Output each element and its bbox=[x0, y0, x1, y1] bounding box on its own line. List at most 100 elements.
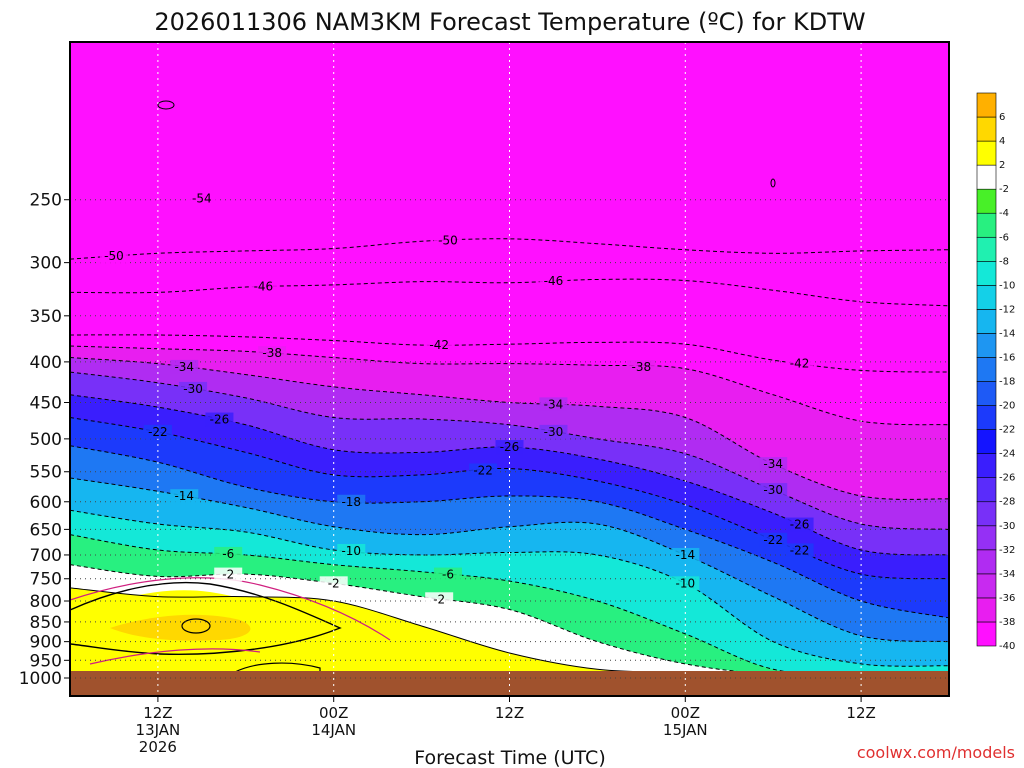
colorbar-segment bbox=[976, 92, 997, 118]
contour-label-background bbox=[170, 359, 199, 374]
contour-label-background bbox=[539, 274, 568, 289]
contour-label-background bbox=[179, 381, 208, 396]
colorbar-segment bbox=[976, 212, 997, 238]
contour-label: -46 bbox=[249, 279, 278, 294]
contour-label: -14 bbox=[170, 489, 199, 504]
colorbar-label: 2 bbox=[999, 160, 1005, 171]
contour-label: -34 bbox=[539, 397, 568, 412]
contour-label-background bbox=[425, 592, 454, 607]
colorbar-label: -16 bbox=[999, 352, 1015, 363]
contour-label-background bbox=[319, 576, 348, 591]
contour-label: -2 bbox=[425, 592, 454, 607]
colorbar-segment bbox=[976, 164, 997, 190]
contour-label-text: -42 bbox=[429, 338, 449, 352]
contour-label-background bbox=[187, 191, 216, 206]
closed-contour bbox=[770, 178, 776, 188]
colorbar-segment bbox=[976, 453, 997, 478]
contour-label-text: -10 bbox=[675, 576, 695, 590]
colorbar-label: -26 bbox=[999, 473, 1015, 484]
y-tick-label: 250 bbox=[30, 191, 62, 211]
warm-layer-core-band bbox=[110, 614, 251, 641]
contour-label-text: -46 bbox=[254, 280, 274, 294]
contour-label: -14 bbox=[671, 547, 700, 562]
contour-label-background bbox=[759, 483, 788, 498]
y-tick-label: 500 bbox=[30, 430, 62, 450]
contour-label-background bbox=[170, 489, 199, 504]
x-tick-label: 2026 bbox=[139, 738, 177, 756]
contour-label: -22 bbox=[469, 463, 498, 478]
colorbar-label: -32 bbox=[999, 545, 1015, 556]
contour-label-background bbox=[214, 546, 243, 561]
credit-text: coolwx.com/models bbox=[857, 743, 1015, 762]
contour-label: -22 bbox=[759, 532, 788, 547]
contour-label-text: -38 bbox=[632, 360, 652, 374]
contour-label-text: -54 bbox=[192, 191, 212, 205]
plot-area: -54 -50 -50 -46 -46 -42 -42 -38 -38 -34 -34 -34 -30 -… bbox=[70, 42, 949, 696]
contour-label-background bbox=[205, 412, 234, 427]
closed-contour bbox=[157, 100, 175, 110]
contour-label-background bbox=[249, 279, 278, 294]
contour-label-text: -26 bbox=[790, 518, 810, 532]
contour-label: -26 bbox=[205, 412, 234, 427]
contour-label: -2 bbox=[214, 567, 243, 582]
colorbar-segment bbox=[976, 573, 997, 599]
colorbar-label: -6 bbox=[999, 232, 1009, 243]
contour-label-background bbox=[539, 397, 568, 412]
contour-label-text: -50 bbox=[438, 234, 458, 248]
x-tick-label: 14JAN bbox=[311, 721, 356, 739]
y-tick-label: 650 bbox=[30, 520, 62, 540]
wetbulb-line bbox=[89, 648, 261, 665]
contour-label-background bbox=[759, 532, 788, 547]
contour-label-background bbox=[214, 567, 243, 582]
contour-label: -6 bbox=[433, 567, 462, 582]
contour-label-background bbox=[671, 576, 700, 591]
y-axis: 2503003504004505005506006507007508008509… bbox=[19, 191, 70, 689]
colorbar-segment bbox=[976, 333, 997, 358]
colorbar-segment bbox=[976, 309, 997, 334]
colorbar-label: -2 bbox=[999, 184, 1009, 195]
contour-label-background bbox=[759, 457, 788, 472]
y-tick-label: 300 bbox=[30, 254, 62, 274]
contour-label: -42 bbox=[785, 356, 814, 371]
contour-label-text: -30 bbox=[544, 425, 564, 439]
colorbar-segment bbox=[976, 357, 997, 382]
colorbar-label: -12 bbox=[999, 304, 1015, 315]
y-tick-label: 800 bbox=[30, 592, 62, 612]
contour-label-background bbox=[785, 543, 814, 558]
contour-label-text: -14 bbox=[675, 548, 695, 562]
freezing-line bbox=[70, 581, 342, 655]
contour-label-text: -42 bbox=[790, 356, 810, 370]
colorbar-label: -40 bbox=[999, 641, 1015, 652]
x-tick-label: 00Z bbox=[671, 704, 700, 722]
contour-label: -6 bbox=[214, 546, 243, 561]
colorbar-segment bbox=[976, 501, 997, 527]
surface-warm-band bbox=[234, 662, 321, 673]
contour-label-background bbox=[539, 424, 568, 439]
x-tick-label: 00Z bbox=[319, 704, 348, 722]
contour-label-text: -26 bbox=[210, 413, 230, 427]
colorbar-segment bbox=[976, 116, 997, 142]
colorbar-segment bbox=[976, 525, 997, 551]
colorbar-segment bbox=[976, 188, 997, 214]
contour-label-background bbox=[469, 463, 498, 478]
contour-label: -50 bbox=[99, 249, 128, 263]
x-tick-label: 12Z bbox=[846, 704, 875, 722]
colorbar-segment bbox=[976, 236, 997, 262]
grid-lines bbox=[70, 42, 949, 696]
contour-label-text: -22 bbox=[763, 533, 783, 547]
y-tick-label: 450 bbox=[30, 394, 62, 414]
contour-label-background bbox=[671, 547, 700, 562]
colorbar-segment bbox=[976, 405, 997, 430]
contour-label: -26 bbox=[785, 517, 814, 532]
colorbar-segment bbox=[976, 477, 997, 503]
contour-label: -34 bbox=[759, 457, 788, 472]
colorbar-label: -10 bbox=[999, 280, 1015, 291]
contour-label-background bbox=[433, 567, 462, 582]
y-tick-label: 1000 bbox=[19, 669, 62, 689]
isotherm-line bbox=[70, 345, 949, 426]
contour-label-text: -2 bbox=[222, 568, 234, 582]
isotherm-line bbox=[70, 445, 949, 619]
y-tick-label: 350 bbox=[30, 307, 62, 327]
